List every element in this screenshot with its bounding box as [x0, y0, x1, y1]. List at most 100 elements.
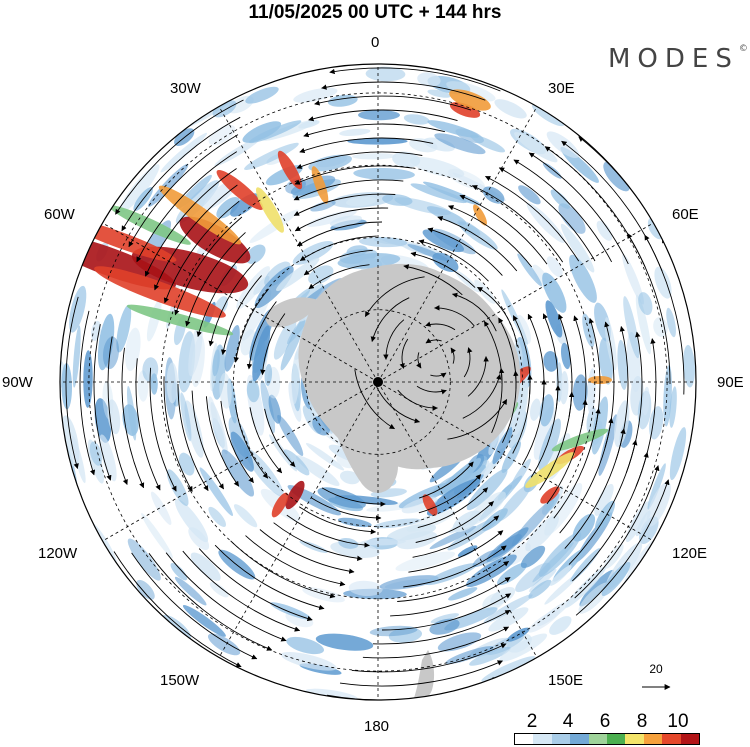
- shading-patch: [517, 253, 542, 287]
- streamline: [208, 261, 256, 347]
- shading-patch: [529, 568, 557, 593]
- shading-patch: [499, 633, 548, 662]
- streamline: [196, 246, 251, 338]
- streamline: [296, 221, 383, 247]
- shading-patch: [270, 602, 311, 620]
- shading-patch: [542, 272, 567, 313]
- shading-patch: [410, 183, 467, 204]
- shading-patch: [219, 372, 232, 409]
- shading-patch: [286, 636, 324, 655]
- streamline: [308, 109, 458, 122]
- colorbar-swatch: [570, 734, 589, 744]
- shading-patch: [83, 350, 93, 408]
- streamline: [527, 313, 545, 401]
- streamline: [136, 151, 238, 263]
- streamline: [417, 487, 488, 529]
- meridian-line: [218, 106, 379, 383]
- map-border: [59, 63, 697, 701]
- shading-patch: [339, 128, 371, 136]
- lon-label-120w: 120W: [38, 545, 78, 562]
- streamline: [437, 216, 518, 272]
- streamline: [427, 227, 503, 276]
- streamline: [249, 407, 283, 474]
- shading-patch: [182, 604, 226, 637]
- shading-patch: [560, 223, 595, 273]
- streamline: [418, 239, 489, 282]
- shading-patch: [635, 294, 651, 355]
- shading-patch: [315, 633, 374, 651]
- shading-patch: [208, 124, 236, 146]
- shading-patch: [359, 237, 408, 248]
- streamline: [93, 324, 112, 481]
- shading-patch: [429, 618, 460, 635]
- shading-patch: [280, 651, 337, 671]
- shading-patch: [490, 587, 516, 606]
- shading-patch: [242, 121, 282, 143]
- shading-patch: [591, 396, 609, 455]
- shading-patch: [290, 175, 336, 196]
- vortex-streamline: [399, 338, 409, 369]
- shading-patch: [570, 548, 601, 582]
- vortex-streamline: [425, 338, 442, 344]
- streamline: [149, 367, 177, 492]
- shading-patch: [654, 266, 672, 299]
- south-pole-marker: [373, 377, 383, 387]
- vortex-streamline: [425, 321, 456, 331]
- shading-patch: [243, 447, 284, 497]
- shading-patch: [494, 99, 527, 119]
- streamline: [615, 325, 629, 461]
- shading-patch: [260, 380, 276, 434]
- streamline: [415, 501, 494, 543]
- shading-patch: [520, 545, 546, 569]
- vortex-streamline: [467, 356, 489, 397]
- shading-patch: [448, 587, 478, 601]
- streamline: [163, 376, 193, 492]
- lon-label-150e: 150E: [548, 672, 584, 689]
- shading-patch: [116, 304, 132, 353]
- streamline: [498, 167, 596, 262]
- shading-patch: [191, 335, 205, 388]
- streamline: [121, 347, 145, 489]
- shading-patch: [277, 414, 304, 456]
- shading-patch: [60, 305, 61, 345]
- shading-patch: [647, 463, 666, 510]
- streamline: [185, 232, 246, 327]
- shading-patch: [604, 543, 624, 569]
- streamline: [220, 275, 262, 356]
- shading-patch: [550, 189, 570, 209]
- copyright-mark: ©: [738, 44, 748, 55]
- streamline: [483, 320, 503, 385]
- shading-patch: [594, 483, 614, 516]
- lon-label-30e: 30E: [548, 80, 575, 97]
- shading-patch: [625, 501, 650, 543]
- streamline: [286, 514, 370, 548]
- lon-label-0: 0: [371, 34, 380, 51]
- streamline: [107, 336, 128, 486]
- shading-patch: [348, 580, 383, 597]
- streamline: [351, 643, 507, 673]
- vortex-streamline: [370, 297, 410, 343]
- shading-patch: [449, 89, 491, 111]
- vortex-streamline: [450, 347, 456, 364]
- streamline: [588, 317, 601, 437]
- streamline: [79, 310, 96, 476]
- shading-patch: [497, 562, 527, 586]
- shading-patch: [352, 153, 397, 160]
- shading-patch: [395, 551, 456, 572]
- ross-ice-shelf: [338, 438, 398, 493]
- shading-patch: [457, 220, 481, 237]
- colorbar-tick-label: 2: [526, 711, 538, 732]
- streamline: [558, 313, 573, 418]
- shading-patch: [94, 266, 226, 318]
- shading-patch: [617, 339, 628, 390]
- shading-patch: [481, 656, 536, 682]
- streamline: [485, 175, 580, 262]
- shading-patch: [531, 103, 565, 127]
- colorbar-swatch: [515, 734, 534, 744]
- streamline: [294, 207, 389, 232]
- reference-vector-label: 20: [649, 662, 663, 676]
- streamline: [163, 200, 240, 304]
- streamline: [293, 193, 396, 216]
